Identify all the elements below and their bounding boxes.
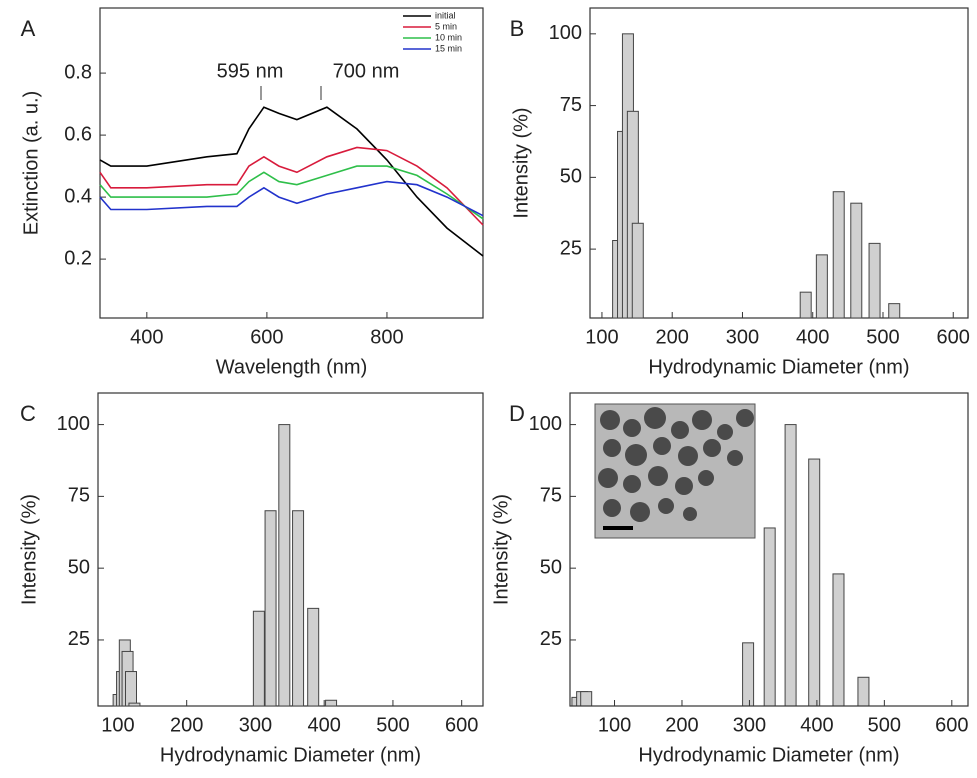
bar: [815, 254, 828, 319]
panel-label: D: [509, 401, 525, 426]
x-tick-label: 200: [170, 714, 203, 736]
bar: [832, 573, 845, 707]
bar: [784, 424, 797, 707]
x-tick-label: 100: [101, 714, 134, 736]
bar: [799, 291, 812, 319]
y-tick-label: 0.2: [64, 247, 92, 269]
x-tick-label: 600: [445, 714, 478, 736]
y-tick-label: 75: [560, 94, 582, 116]
y-tick-label: 25: [68, 628, 90, 650]
bar: [252, 610, 265, 707]
y-axis-label: Intensity (%): [18, 494, 40, 605]
line-series: [99, 180, 484, 217]
x-tick-label: 300: [239, 714, 272, 736]
y-axis-label: Intensity (%): [490, 494, 512, 605]
tem-inset: [594, 403, 756, 539]
bar: [808, 458, 821, 707]
plot-frame: [569, 392, 969, 707]
plot-frame: [99, 7, 484, 319]
bar: [125, 671, 137, 707]
bar: [580, 691, 593, 707]
y-tick-label: 100: [57, 413, 90, 435]
line-series: [99, 165, 484, 220]
bar: [763, 527, 776, 707]
panel-label: A: [21, 16, 36, 41]
annotation: 700 nm: [333, 60, 400, 82]
x-tick-label: 400: [308, 714, 341, 736]
y-tick-label: 25: [560, 237, 582, 259]
x-axis-label: Wavelength (nm): [216, 356, 368, 378]
y-tick-label: 0.8: [64, 61, 92, 83]
bar: [832, 191, 845, 319]
x-tick-label: 400: [800, 714, 833, 736]
bar: [128, 702, 141, 707]
x-tick-label: 100: [585, 326, 618, 348]
legend-label: 15 min: [435, 43, 462, 53]
bar: [307, 607, 320, 707]
y-axis-label: Extinction (a. u.): [20, 91, 42, 236]
bar: [850, 202, 863, 319]
bar: [868, 242, 881, 319]
x-tick-label: 100: [598, 714, 631, 736]
y-tick-label: 75: [540, 485, 562, 507]
plot-frame: [589, 7, 969, 319]
plot-frame: [97, 392, 484, 707]
panel-label: C: [20, 401, 36, 426]
x-tick-label: 300: [726, 326, 759, 348]
bar: [292, 510, 305, 707]
panel-label: B: [510, 16, 525, 41]
x-axis-label: Hydrodynamic Diameter (nm): [638, 744, 899, 766]
y-tick-label: 100: [549, 22, 582, 44]
y-tick-label: 0.6: [64, 123, 92, 145]
bar: [631, 222, 644, 319]
line-series: [99, 146, 484, 226]
x-tick-label: 400: [796, 326, 829, 348]
bar: [857, 676, 870, 707]
y-tick-label: 50: [560, 166, 582, 188]
bar: [742, 642, 755, 707]
y-tick-label: 50: [540, 556, 562, 578]
bar: [278, 424, 291, 707]
line-series: [99, 106, 484, 257]
x-tick-label: 500: [868, 714, 901, 736]
x-tick-label: 200: [656, 326, 689, 348]
x-tick-label: 200: [665, 714, 698, 736]
y-tick-label: 75: [68, 485, 90, 507]
y-axis-label: Intensity (%): [510, 107, 532, 218]
x-tick-label: 600: [937, 326, 970, 348]
y-tick-label: 25: [540, 628, 562, 650]
bar: [264, 510, 277, 707]
y-tick-label: 100: [529, 413, 562, 435]
y-tick-label: 0.4: [64, 185, 92, 207]
x-tick-label: 300: [733, 714, 766, 736]
y-tick-label: 50: [68, 556, 90, 578]
x-axis-label: Hydrodynamic Diameter (nm): [160, 744, 421, 766]
x-tick-label: 800: [370, 326, 403, 348]
x-tick-label: 500: [376, 714, 409, 736]
legend-label: initial: [435, 10, 456, 20]
legend-label: 5 min: [435, 21, 457, 31]
x-tick-label: 400: [130, 326, 163, 348]
x-tick-label: 500: [866, 326, 899, 348]
annotation: 595 nm: [217, 60, 284, 82]
x-tick-label: 600: [250, 326, 283, 348]
x-tick-label: 600: [935, 714, 968, 736]
x-axis-label: Hydrodynamic Diameter (nm): [648, 356, 909, 378]
bar: [888, 303, 901, 319]
legend-label: 10 min: [435, 32, 462, 42]
bar: [325, 699, 338, 707]
